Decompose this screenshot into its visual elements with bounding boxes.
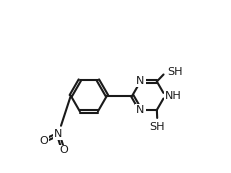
Text: N: N [54, 129, 62, 139]
Text: O: O [59, 145, 67, 156]
Text: N: N [136, 105, 144, 115]
Text: O: O [39, 136, 48, 146]
Text: SH: SH [167, 67, 182, 77]
Text: NH: NH [164, 91, 181, 101]
Text: SH: SH [149, 122, 164, 132]
Text: N: N [136, 76, 144, 86]
